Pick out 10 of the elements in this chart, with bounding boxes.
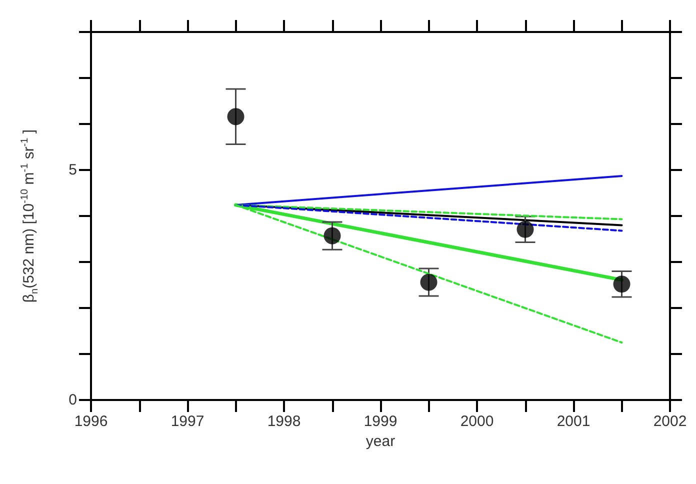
x-axis-title: year	[366, 432, 396, 450]
y-tick-label: 0	[68, 392, 77, 408]
x-tick-label: 1996	[74, 413, 108, 430]
x-tick-label: 2000	[460, 413, 494, 430]
x-tick-label: 1999	[364, 413, 398, 430]
x-tick-label: 1998	[267, 413, 301, 430]
x-tick-label: 2001	[556, 413, 590, 430]
y-tick-label: 5	[68, 162, 77, 178]
x-tick-label: 2002	[653, 413, 687, 430]
x-tick-label: 1997	[170, 413, 204, 430]
